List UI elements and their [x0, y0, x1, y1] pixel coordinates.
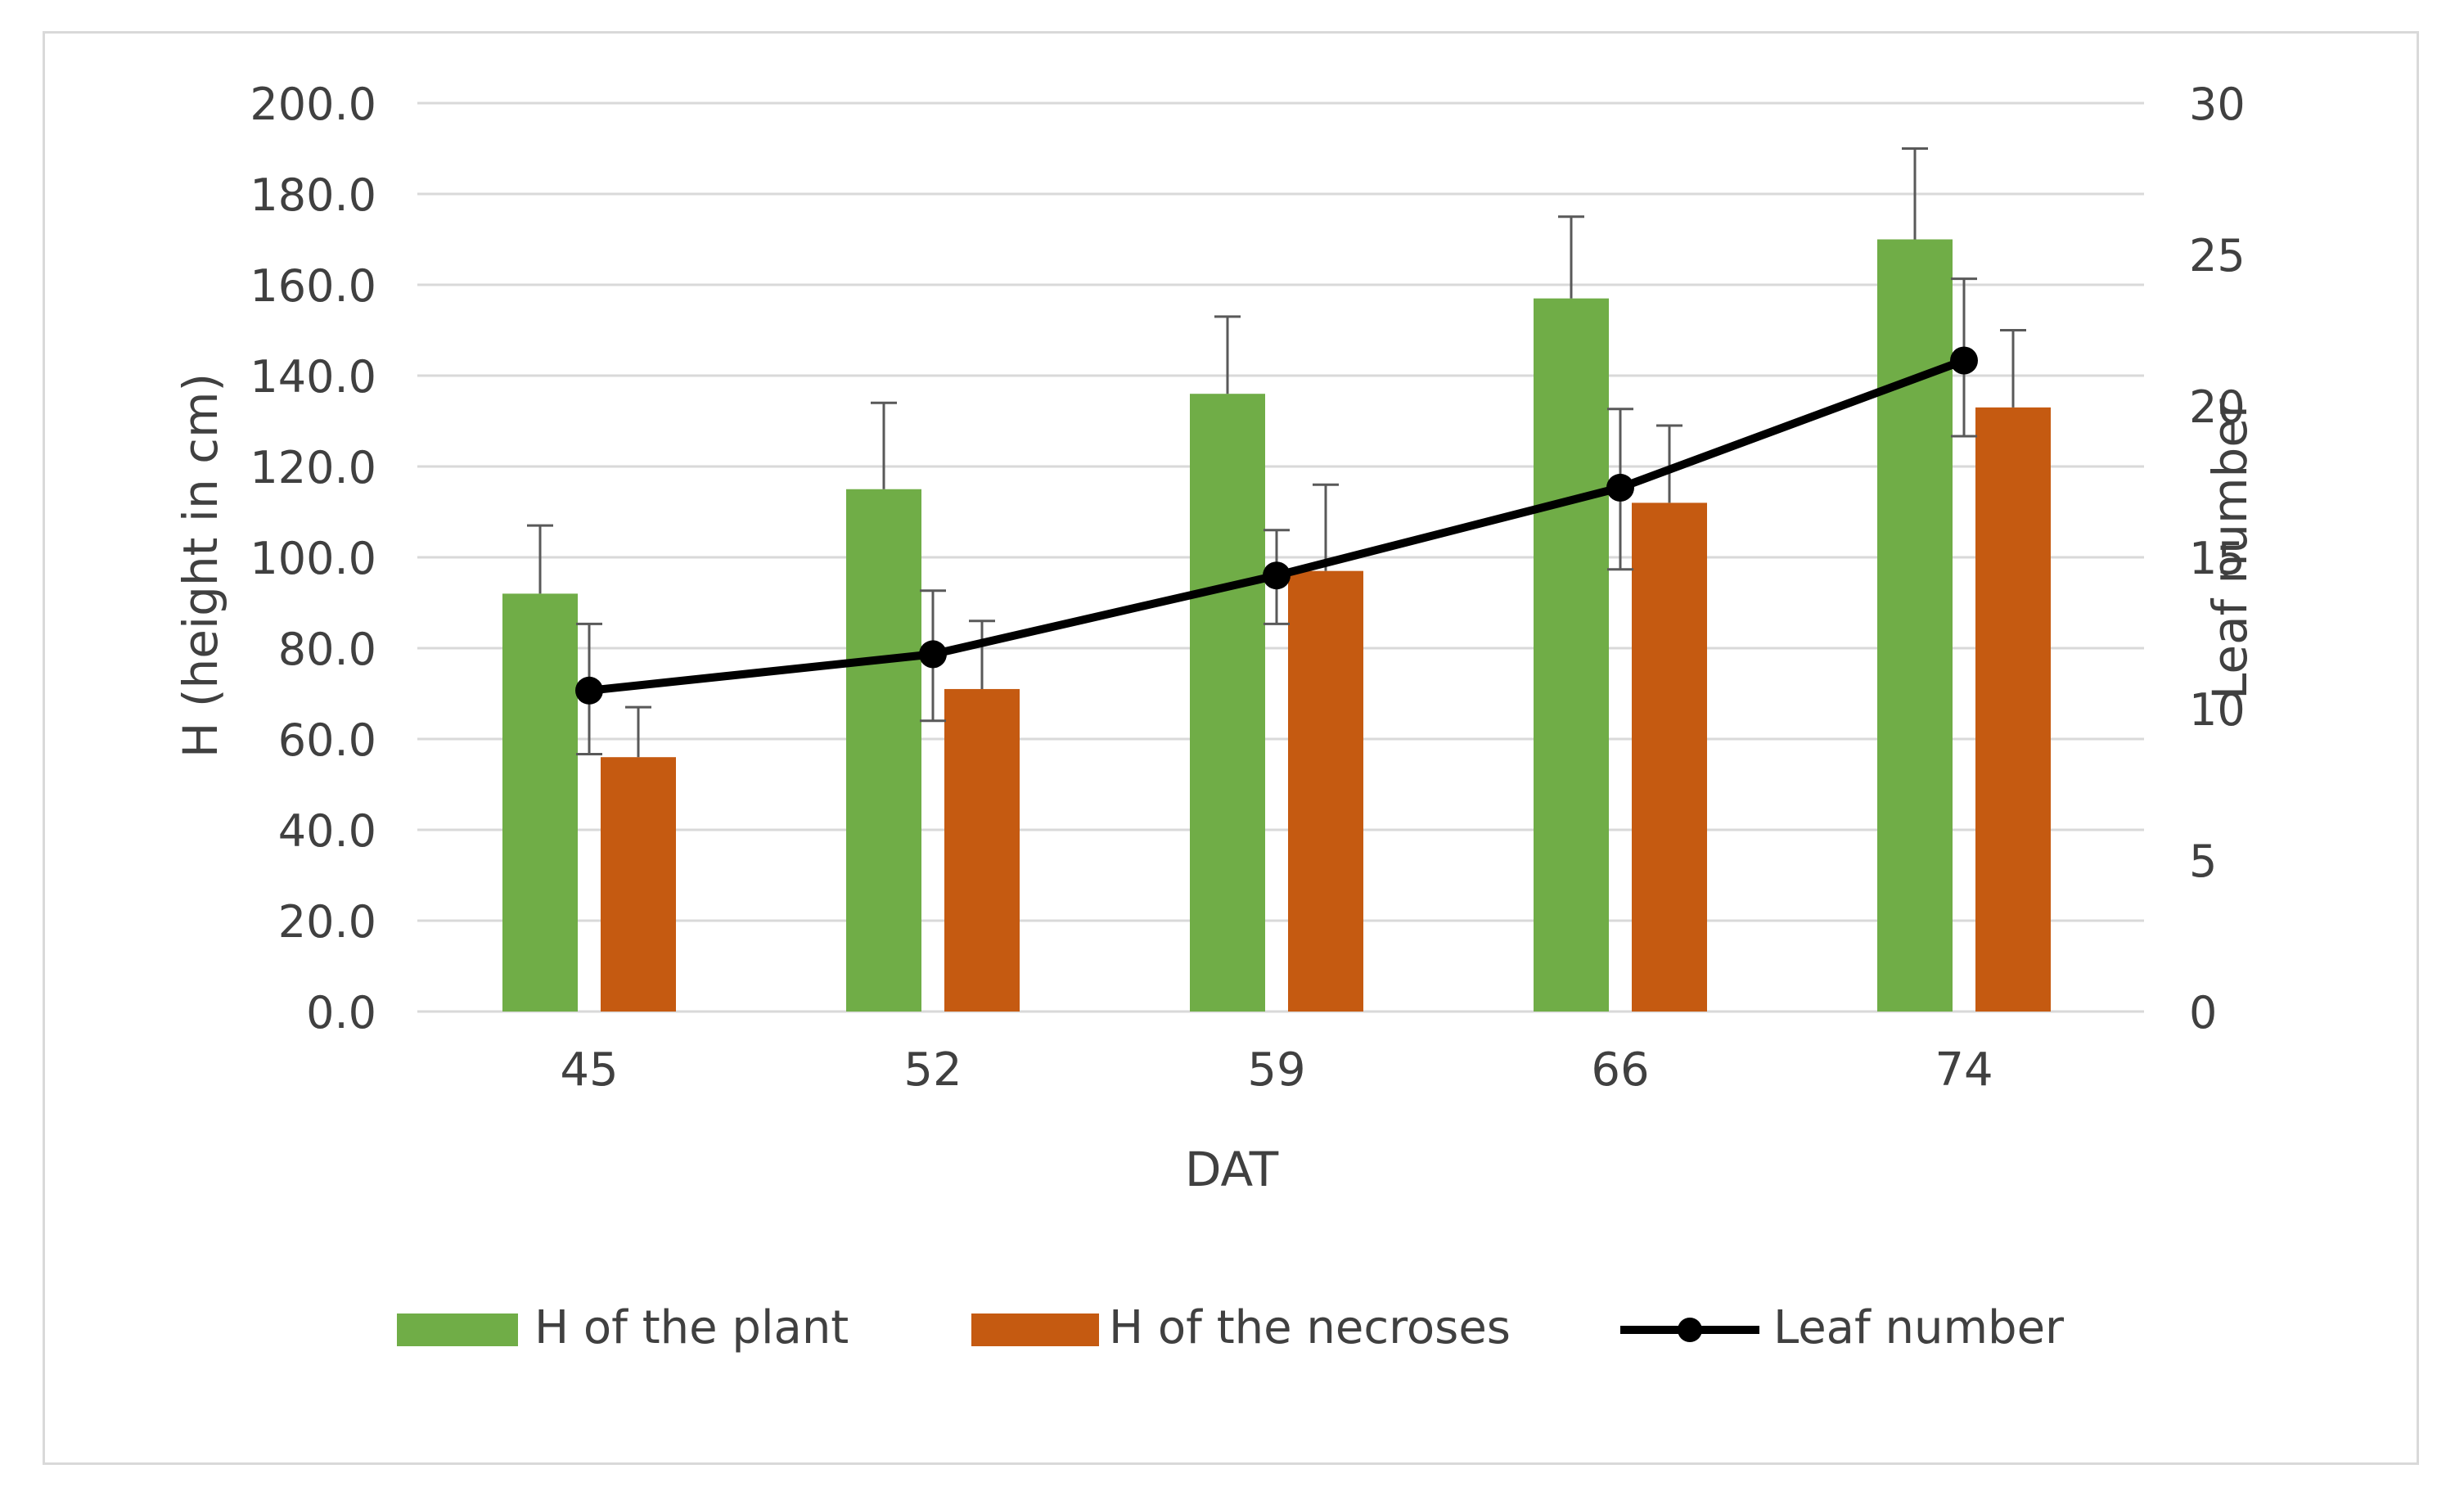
x-tick-label: 66 — [1591, 1043, 1649, 1097]
leaf-number-series-line — [588, 356, 1966, 695]
x-tick-label: 59 — [1247, 1043, 1305, 1097]
x-axis-ticks: 45 52 59 66 74 — [560, 1043, 1993, 1097]
error-bars — [527, 147, 2026, 758]
y-tick-label-right: 20 — [2189, 381, 2246, 433]
y-tick-label-right: 25 — [2189, 230, 2246, 282]
bar-necroses-height — [1288, 570, 1363, 1012]
bar-plant-height — [1877, 239, 1953, 1012]
y-tick-label-left: 140.0 — [250, 351, 376, 403]
y-tick-label-left: 0.0 — [306, 987, 376, 1039]
y-tick-label-right: 15 — [2189, 533, 2246, 584]
legend-label-plant: H of the plant — [534, 1301, 849, 1354]
combo-chart: 0.0 20.0 40.0 60.0 80.0 100.0 120.0 140.0 160.0 1… — [173, 79, 2258, 1354]
bars — [502, 239, 2051, 1012]
left-axis-ticks: 0.0 20.0 40.0 60.0 80.0 100.0 120.0 140.0 160.0 1… — [250, 79, 376, 1039]
y-tick-label-left: 100.0 — [250, 533, 376, 584]
x-axis-title: DAT — [1185, 1142, 1279, 1197]
y-tick-label-left: 120.0 — [250, 442, 376, 493]
bar-plant-height — [1534, 298, 1609, 1012]
legend-label-necroses: H of the necroses — [1109, 1301, 1511, 1354]
y-axis-left-title: H (height in cm) — [173, 373, 228, 758]
y-tick-label-left: 180.0 — [250, 169, 376, 221]
y-axis-right-title: Leaf number — [2202, 399, 2258, 700]
legend-swatch-plant — [397, 1313, 518, 1346]
leaf-number-marker — [1950, 346, 1978, 375]
bar-plant-height — [846, 489, 921, 1012]
y-tick-label-right: 30 — [2189, 79, 2246, 130]
leaf-number-line — [575, 277, 1978, 755]
leaf-number-marker — [1606, 473, 1634, 502]
y-tick-label-left: 80.0 — [278, 624, 376, 675]
bar-necroses-height — [1975, 407, 2051, 1012]
y-tick-label-left: 200.0 — [250, 79, 376, 130]
x-tick-label: 74 — [1935, 1043, 1993, 1097]
y-tick-label-left: 40.0 — [278, 805, 376, 857]
right-axis-ticks: 0 5 10 15 20 25 30 — [2189, 79, 2246, 1039]
y-tick-label-left: 60.0 — [278, 714, 376, 766]
y-tick-label-right: 5 — [2189, 836, 2217, 887]
bar-necroses-height — [601, 757, 676, 1012]
leaf-number-marker — [919, 640, 947, 669]
y-tick-label-right: 10 — [2189, 684, 2246, 736]
bar-plant-height — [1190, 394, 1265, 1012]
y-tick-label-left: 160.0 — [250, 260, 376, 312]
y-tick-label-right: 0 — [2189, 987, 2217, 1039]
legend-swatch-necroses — [971, 1313, 1099, 1346]
y-tick-label-left: 20.0 — [278, 896, 376, 948]
bar-necroses-height — [1632, 502, 1707, 1012]
leaf-number-marker — [575, 676, 603, 705]
bar-necroses-height — [944, 688, 1020, 1012]
bar-plant-height — [502, 593, 578, 1012]
gridlines — [417, 101, 2144, 1013]
x-tick-label: 52 — [903, 1043, 962, 1097]
leaf-number-marker — [1263, 561, 1291, 590]
chart-frame: 0.0 20.0 40.0 60.0 80.0 100.0 120.0 140.0 160.0 1… — [43, 31, 2419, 1465]
legend-marker-leaf — [1678, 1318, 1702, 1342]
legend: H of the plant H of the necroses Leaf nu… — [397, 1301, 2065, 1354]
x-tick-label: 45 — [560, 1043, 618, 1097]
legend-label-leaf: Leaf number — [1773, 1301, 2065, 1354]
